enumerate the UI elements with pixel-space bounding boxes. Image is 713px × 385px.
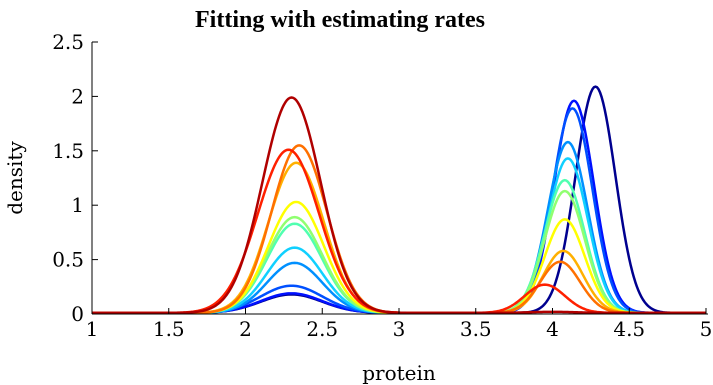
x-ticks: 1 1.5 2 2.5 3 3.5 4 4.5 5 <box>86 308 713 341</box>
y-tick-label: 2 <box>71 84 84 108</box>
density-curve-7 <box>92 189 706 315</box>
y-axis-label: density <box>3 141 27 215</box>
x-tick-label: 3.5 <box>460 317 492 341</box>
x-tick-label: 4 <box>546 317 559 341</box>
y-tick-label: 1 <box>71 193 84 217</box>
density-curve-1 <box>92 85 706 315</box>
density-curve-6 <box>92 178 706 315</box>
y-tick-label: 1.5 <box>52 139 84 163</box>
x-axis-label: protein <box>362 361 436 385</box>
density-curve-8 <box>92 200 706 315</box>
density-curve-2 <box>92 99 706 315</box>
x-tick-label: 2.5 <box>306 317 338 341</box>
x-tick-label: 1 <box>86 317 99 341</box>
y-tick-label: 2.5 <box>52 30 84 54</box>
x-tick-label: 3 <box>393 317 406 341</box>
y-tick-label: 0 <box>71 302 84 326</box>
x-tick-label: 1.5 <box>153 317 185 341</box>
x-tick-label: 5 <box>700 317 713 341</box>
x-tick-label: 4.5 <box>613 317 645 341</box>
series-curves <box>92 85 706 315</box>
x-tick-label: 2 <box>239 317 252 341</box>
y-ticks: 0 0.5 1 1.5 2 2.5 <box>52 30 98 326</box>
y-tick-label: 0.5 <box>52 248 84 272</box>
chart-title: Fitting with estimating rates <box>195 7 485 33</box>
